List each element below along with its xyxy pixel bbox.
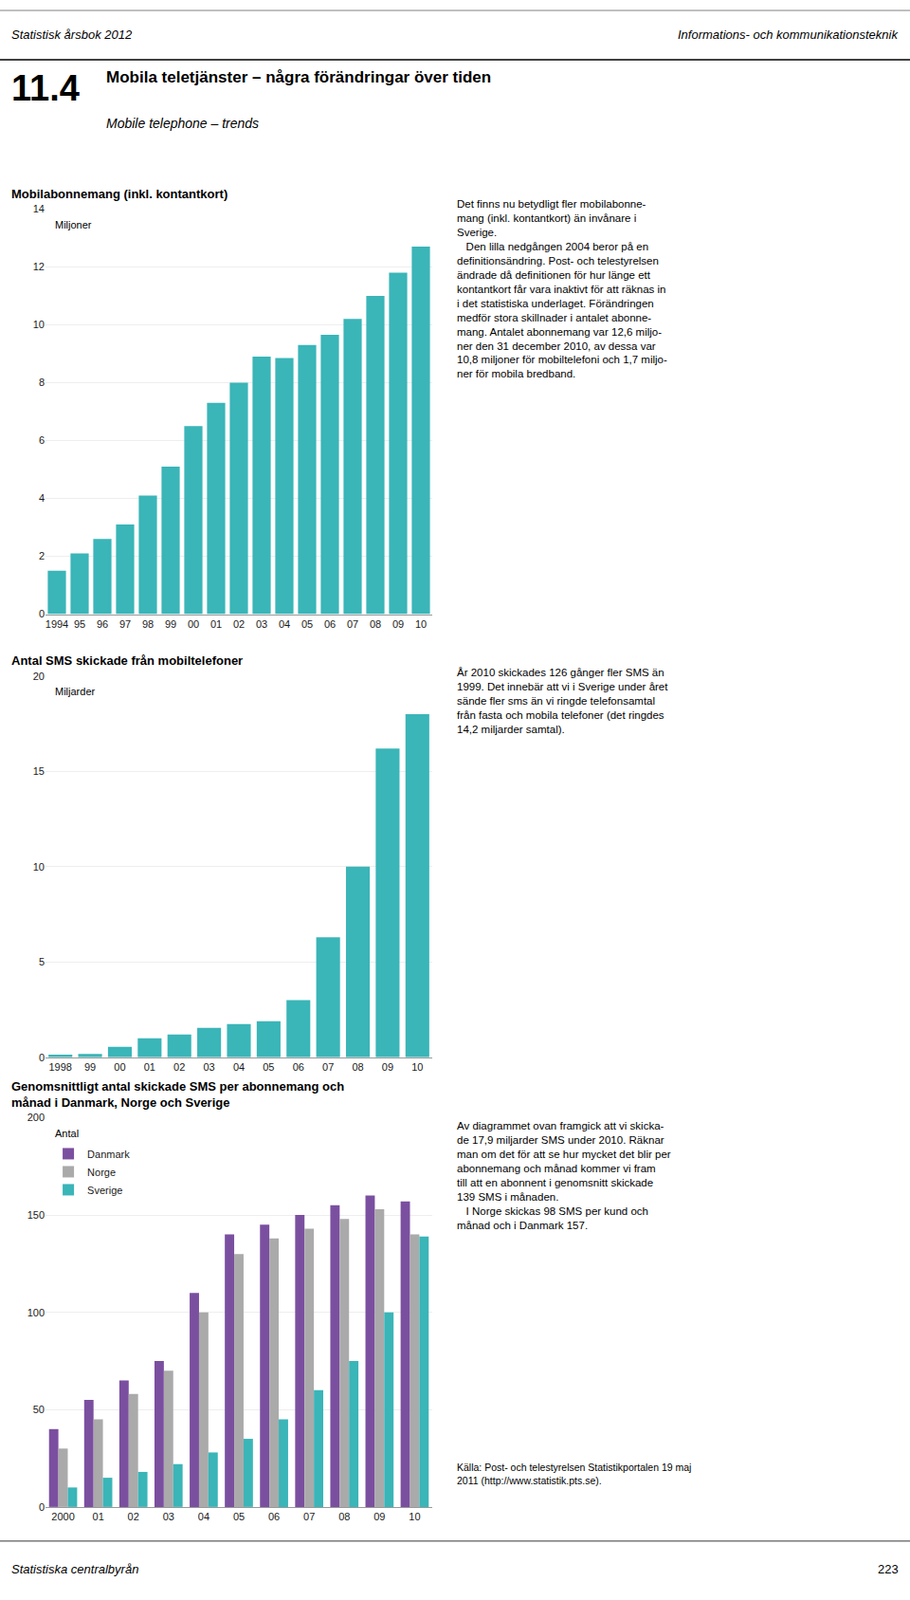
svg-text:10: 10 xyxy=(33,318,45,330)
svg-text:09: 09 xyxy=(392,618,404,630)
svg-text:05: 05 xyxy=(262,1060,274,1073)
svg-text:150: 150 xyxy=(27,1208,45,1220)
svg-text:12: 12 xyxy=(33,260,45,273)
svg-text:02: 02 xyxy=(233,618,245,630)
svg-text:100: 100 xyxy=(27,1306,45,1318)
svg-text:02: 02 xyxy=(127,1510,140,1522)
svg-text:97: 97 xyxy=(119,618,131,630)
svg-text:Norge: Norge xyxy=(87,1165,116,1178)
svg-text:08: 08 xyxy=(369,618,382,630)
svg-text:Antal SMS skickade från mobilt: Antal SMS skickade från mobiltelefoner xyxy=(11,653,243,668)
svg-text:00: 00 xyxy=(187,618,200,630)
svg-text:11.4: 11.4 xyxy=(11,68,80,109)
svg-text:04: 04 xyxy=(198,1510,210,1522)
svg-text:1994: 1994 xyxy=(45,618,69,630)
svg-text:4: 4 xyxy=(38,491,45,504)
svg-text:07: 07 xyxy=(322,1060,334,1073)
svg-text:Sverige: Sverige xyxy=(87,1183,123,1196)
svg-text:6: 6 xyxy=(38,434,45,446)
svg-text:03: 03 xyxy=(202,1060,215,1073)
svg-text:15: 15 xyxy=(33,764,45,777)
svg-text:98: 98 xyxy=(142,618,154,630)
svg-text:95: 95 xyxy=(73,618,86,630)
svg-text:07: 07 xyxy=(346,618,359,630)
svg-text:20: 20 xyxy=(33,670,45,682)
svg-text:09: 09 xyxy=(382,1060,394,1073)
svg-text:01: 01 xyxy=(144,1060,156,1073)
svg-text:06: 06 xyxy=(268,1510,280,1522)
svg-text:0: 0 xyxy=(38,607,45,619)
svg-text:Genomsnittligt antal skickade: Genomsnittligt antal skickade SMS per ab… xyxy=(11,1078,345,1110)
svg-text:Miljarder: Miljarder xyxy=(54,685,96,697)
svg-text:00: 00 xyxy=(113,1060,126,1073)
svg-text:06: 06 xyxy=(324,618,336,630)
svg-text:Statistisk årsbok 2012: Statistisk årsbok 2012 xyxy=(11,27,133,42)
svg-text:50: 50 xyxy=(33,1402,45,1415)
svg-text:Mobilabonnemang (inkl. kontant: Mobilabonnemang (inkl. kontantkort) xyxy=(11,186,228,201)
svg-text:04: 04 xyxy=(278,618,291,630)
svg-text:10: 10 xyxy=(411,1060,423,1073)
svg-text:01: 01 xyxy=(92,1510,105,1522)
svg-text:09: 09 xyxy=(373,1510,385,1522)
svg-text:10: 10 xyxy=(408,1510,420,1522)
svg-text:14: 14 xyxy=(33,202,45,215)
svg-text:Informations- och kommunikatio: Informations- och kommunikationsteknik xyxy=(677,27,899,42)
svg-text:1998: 1998 xyxy=(48,1060,72,1073)
svg-text:2000: 2000 xyxy=(51,1510,74,1522)
svg-text:04: 04 xyxy=(233,1060,245,1073)
svg-text:0: 0 xyxy=(38,1051,45,1063)
svg-text:05: 05 xyxy=(301,618,313,630)
svg-text:8: 8 xyxy=(38,376,45,388)
svg-text:10: 10 xyxy=(415,618,427,630)
svg-text:99: 99 xyxy=(84,1060,96,1073)
svg-text:Källa: Post- och telestyrelsen: Källa: Post- och telestyrelsen Statistik… xyxy=(456,1460,692,1486)
svg-text:02: 02 xyxy=(173,1060,185,1073)
svg-text:Mobile telephone – trends: Mobile telephone – trends xyxy=(106,115,259,131)
svg-text:200: 200 xyxy=(27,1110,45,1123)
svg-text:Av diagrammet ovan framgick at: Av diagrammet ovan framgick att vi skick… xyxy=(456,1119,672,1231)
svg-text:03: 03 xyxy=(163,1510,175,1522)
svg-text:År 2010 skickades 126 gånger f: År 2010 skickades 126 gånger fler SMS än… xyxy=(456,666,669,735)
svg-text:05: 05 xyxy=(233,1510,245,1522)
svg-text:Mobila teletjänster – några fö: Mobila teletjänster – några förändringar… xyxy=(106,68,492,87)
svg-text:Miljoner: Miljoner xyxy=(54,218,92,231)
svg-text:Antal: Antal xyxy=(54,1127,79,1139)
svg-text:Statistiska centralbyrån: Statistiska centralbyrån xyxy=(11,1561,139,1576)
svg-text:99: 99 xyxy=(164,618,177,630)
svg-text:08: 08 xyxy=(338,1510,350,1522)
svg-text:Danmark: Danmark xyxy=(87,1147,130,1160)
svg-text:10: 10 xyxy=(33,860,45,873)
svg-text:223: 223 xyxy=(877,1561,899,1576)
svg-text:01: 01 xyxy=(210,618,222,630)
svg-text:5: 5 xyxy=(38,955,45,967)
svg-text:06: 06 xyxy=(292,1060,305,1073)
svg-text:0: 0 xyxy=(38,1500,45,1512)
svg-text:96: 96 xyxy=(96,618,109,630)
svg-text:07: 07 xyxy=(303,1510,315,1522)
svg-text:Det finns nu betydligt fler mo: Det finns nu betydligt fler mobilabonne-… xyxy=(456,198,668,380)
svg-text:2: 2 xyxy=(38,549,45,562)
svg-text:08: 08 xyxy=(351,1060,364,1073)
svg-text:03: 03 xyxy=(255,618,268,630)
